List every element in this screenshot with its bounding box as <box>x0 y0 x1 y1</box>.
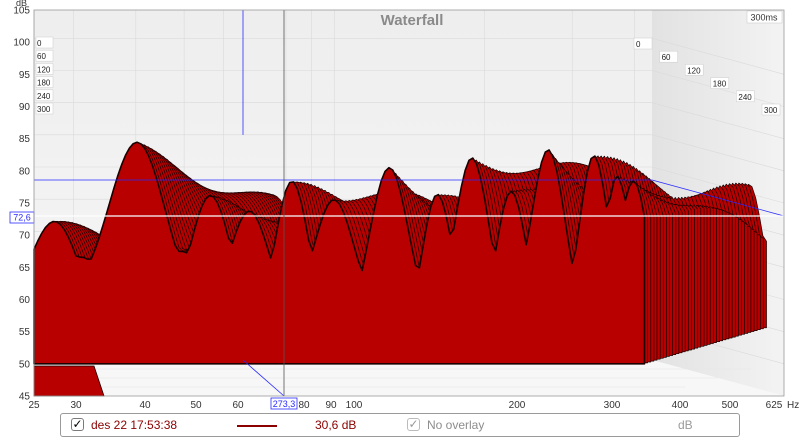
grid-line-side <box>651 102 785 139</box>
depth-label: 300 <box>764 106 778 115</box>
overlay-label[interactable]: No overlay <box>427 418 485 432</box>
grid-line-side <box>651 166 785 204</box>
x-cursor-value: 273,3 <box>273 399 296 409</box>
y-tick-label: 105 <box>13 6 30 17</box>
x-tick-label: 400 <box>672 400 689 411</box>
plot-border <box>33 9 785 397</box>
y-unit-label: dB <box>16 0 27 8</box>
x-tick-label: 625 <box>766 400 783 411</box>
y-tick-label: 75 <box>19 199 31 210</box>
x-unit-label: Hz <box>787 400 799 411</box>
depth-label-box <box>633 37 653 50</box>
overlay-unit: dB <box>678 418 693 432</box>
time-label: 60 <box>37 52 46 61</box>
depth-label: 240 <box>738 93 752 102</box>
depth-label-box <box>659 50 678 63</box>
y-tick-label: 95 <box>19 70 31 81</box>
x-tick-label: 30 <box>70 400 82 411</box>
time-label: 300 <box>37 105 51 114</box>
x-tick-label: 80 <box>298 400 310 411</box>
x-tick-label: 25 <box>28 400 40 411</box>
time-label: 240 <box>37 92 51 101</box>
time-max-box <box>746 10 783 24</box>
depth-label: 180 <box>713 80 727 89</box>
chart-title: Waterfall <box>381 12 444 29</box>
cursor-y-side <box>651 179 785 217</box>
time-label-box <box>35 89 54 102</box>
grid-line-side <box>651 38 785 75</box>
y-tick-label: 70 <box>19 231 31 242</box>
time-max-label: 300ms <box>750 13 778 23</box>
y-tick-label: 100 <box>13 38 30 49</box>
x-tick-label: 50 <box>190 400 202 411</box>
cursor-x-floor <box>242 359 285 397</box>
overlay-checkbox[interactable]: ✓ <box>407 417 420 431</box>
waterfall-slice <box>33 141 646 365</box>
time-label-box <box>35 49 54 62</box>
y-tick-label: 45 <box>19 392 31 403</box>
x-cursor-box <box>270 397 298 410</box>
depth-label-box <box>684 64 704 76</box>
depth-label: 120 <box>687 66 701 75</box>
measurement-label[interactable]: des 22 17:53:38 <box>91 418 178 432</box>
time-label: 180 <box>37 79 51 88</box>
x-tick-label: 100 <box>346 400 363 411</box>
x-axis-labels: 25 30 40 50 60 80 90 100 200 300 400 500 625 <box>28 400 782 411</box>
measurement-value: 30,6 dB <box>315 418 357 432</box>
y-tick-label: 85 <box>19 134 31 145</box>
y-tick-label: 50 <box>19 359 31 370</box>
y-tick-label: 90 <box>19 102 31 113</box>
y-tick-label: 65 <box>19 263 31 274</box>
y-tick-label: 60 <box>19 295 31 306</box>
low-freq-block <box>33 365 105 397</box>
legend-bar: ✓ des 22 17:53:38 30,6 dB ✓ No overlay d… <box>60 413 740 437</box>
x-tick-label: 200 <box>509 400 526 411</box>
y-cursor-value: 72,6 <box>13 213 31 223</box>
cursor-lines <box>34 10 785 397</box>
y-tick-label: 80 <box>19 166 31 177</box>
x-tick-label: 90 <box>325 400 337 411</box>
time-label-box <box>35 76 54 88</box>
depth-label-box <box>736 90 755 103</box>
time-label: 120 <box>37 65 51 74</box>
x-tick-label: 40 <box>139 400 151 411</box>
time-label-box <box>35 63 54 75</box>
x-tick-label: 500 <box>722 400 739 411</box>
depth-label-box <box>761 103 781 116</box>
measurement-line-swatch <box>237 425 277 427</box>
depth-label: 0 <box>636 40 641 49</box>
x-tick-label: 60 <box>232 400 244 411</box>
y-axis-labels: 105 100 95 90 85 80 75 70 65 60 55 50 45 <box>13 6 30 403</box>
depth-label: 60 <box>662 53 671 62</box>
time-label: 0 <box>37 39 42 48</box>
grid-line-side <box>651 134 785 172</box>
y-tick-label: 55 <box>19 327 31 338</box>
time-axis-labels: 0 60 120 180 240 300 0 60 120 180 240 300 <box>35 36 781 116</box>
time-label-box <box>35 102 54 115</box>
x-tick-label: 300 <box>604 400 621 411</box>
depth-label-box <box>710 77 730 89</box>
time-label-box <box>35 36 54 49</box>
waterfall-slices <box>33 141 767 397</box>
measurement-checkbox[interactable]: ✓ <box>71 417 84 431</box>
